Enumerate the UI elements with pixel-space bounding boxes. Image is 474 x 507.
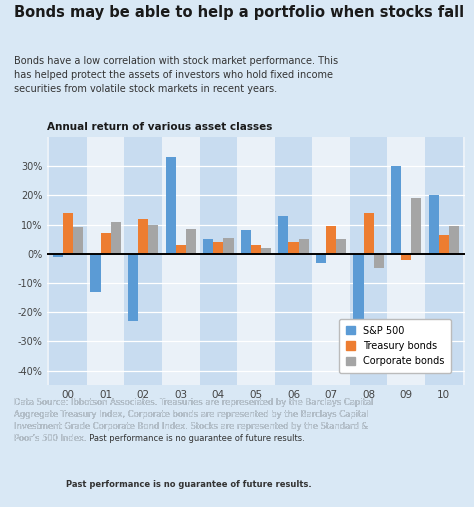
Bar [91, 254, 100, 292]
Bar [186, 229, 196, 254]
Bar [428, 195, 439, 254]
Text: Annual return of various asset classes: Annual return of various asset classes [47, 122, 273, 132]
Bar [261, 248, 271, 254]
Bar [203, 239, 213, 254]
Bar [49, 137, 87, 385]
Bar [176, 245, 186, 254]
Text: Past performance is no guarantee of future results.: Past performance is no guarantee of futu… [66, 480, 311, 489]
Bar [125, 137, 162, 385]
Bar [223, 238, 234, 254]
Bar [316, 254, 326, 263]
Bar [213, 242, 223, 254]
Bar [138, 219, 148, 254]
Bar [439, 235, 449, 254]
Bar [241, 230, 251, 254]
Bar [63, 213, 73, 254]
Bar [200, 137, 237, 385]
Bar [162, 137, 200, 385]
Bar [165, 157, 176, 254]
Bar [73, 228, 83, 254]
Bar [411, 198, 421, 254]
Bar [278, 216, 289, 254]
Bar [53, 254, 63, 257]
Bar [87, 137, 125, 385]
Bar [391, 166, 401, 254]
Bar [289, 242, 299, 254]
Bar [374, 254, 384, 268]
Bar [326, 226, 336, 254]
Bar [128, 254, 138, 321]
Bar [251, 245, 261, 254]
Bar [237, 137, 275, 385]
Text: Bonds have a low correlation with stock market performance. This
has helped prot: Bonds have a low correlation with stock … [14, 56, 338, 94]
Bar [401, 254, 411, 260]
Legend: S&P 500, Treasury bonds, Corporate bonds: S&P 500, Treasury bonds, Corporate bonds [339, 319, 451, 373]
Bar [336, 239, 346, 254]
Bar [387, 137, 425, 385]
Bar [425, 137, 463, 385]
Text: Data Source: Ibbotson Associates. Treasuries are represented by the Barclays Cap: Data Source: Ibbotson Associates. Treasu… [14, 397, 374, 443]
Bar [449, 226, 459, 254]
Bar [299, 239, 309, 254]
Text: Bonds may be able to help a portfolio when stocks fall: Bonds may be able to help a portfolio wh… [14, 5, 465, 20]
Bar [312, 137, 350, 385]
Text: Data Source: Ibbotson Associates. Treasuries are represented by the Barclays Cap: Data Source: Ibbotson Associates. Treasu… [14, 397, 374, 443]
Bar [364, 213, 374, 254]
Bar [354, 254, 364, 371]
Bar [275, 137, 312, 385]
Bar [350, 137, 387, 385]
Bar [148, 225, 158, 254]
Bar [111, 222, 121, 254]
Bar [100, 233, 111, 254]
